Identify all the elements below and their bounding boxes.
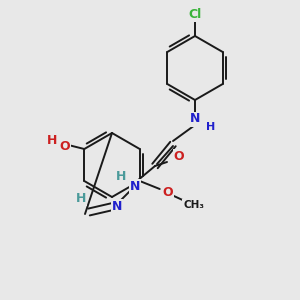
Text: CH₃: CH₃: [183, 200, 204, 210]
Text: H: H: [116, 169, 126, 182]
Text: H: H: [47, 134, 58, 148]
Text: N: N: [112, 200, 122, 212]
Text: O: O: [59, 140, 70, 154]
Text: N: N: [130, 179, 140, 193]
Text: N: N: [190, 112, 200, 125]
Text: Cl: Cl: [188, 8, 202, 20]
Text: O: O: [174, 149, 184, 163]
Text: H: H: [76, 191, 86, 205]
Text: H: H: [206, 122, 216, 132]
Text: O: O: [162, 187, 173, 200]
